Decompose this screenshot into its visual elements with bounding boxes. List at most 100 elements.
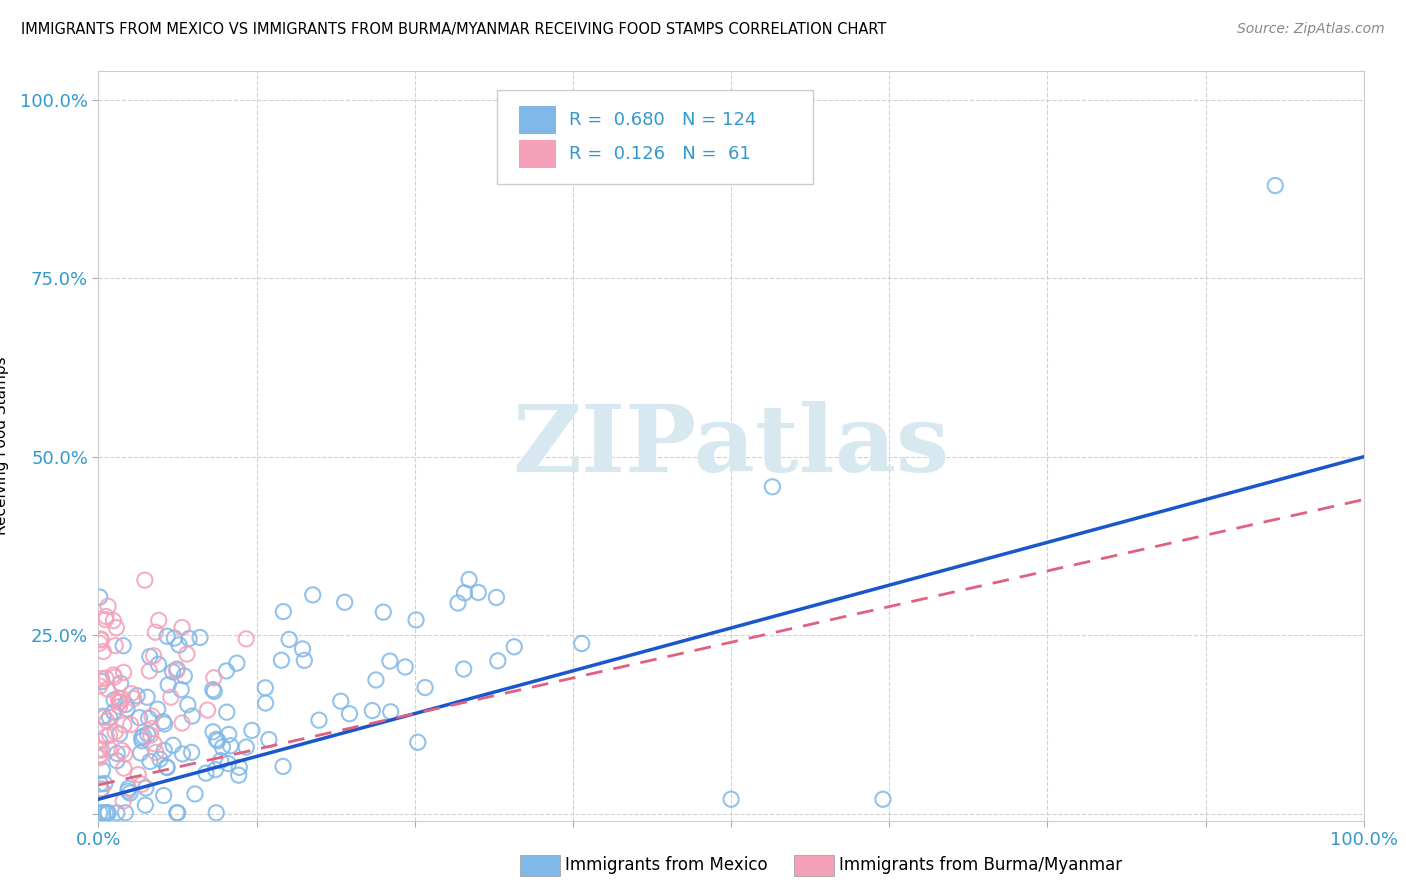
Point: [103, 693, 125, 707]
Point: [138, 664, 160, 678]
Point: [112, 665, 135, 680]
Point: [90, 743, 112, 757]
Point: [720, 792, 742, 806]
Point: [98, 742, 121, 756]
Point: [180, 745, 202, 759]
Point: [112, 639, 135, 653]
Point: [105, 754, 128, 768]
Point: [103, 670, 125, 684]
Point: [228, 760, 250, 774]
Point: [240, 723, 263, 738]
Point: [103, 668, 125, 682]
Point: [122, 691, 145, 706]
Point: [163, 631, 186, 645]
Point: [90, 632, 112, 646]
Point: [145, 625, 167, 640]
Point: [170, 682, 193, 697]
Point: [141, 722, 163, 736]
Point: [485, 591, 508, 605]
Point: [1264, 178, 1286, 193]
Point: [503, 640, 526, 654]
Point: [177, 698, 200, 712]
Text: IMMIGRANTS FROM MEXICO VS IMMIGRANTS FROM BURMA/MYANMAR RECEIVING FOOD STAMPS CO: IMMIGRANTS FROM MEXICO VS IMMIGRANTS FRO…: [21, 22, 886, 37]
Point: [271, 759, 294, 773]
Point: [138, 711, 160, 725]
Point: [155, 760, 177, 774]
Point: [219, 739, 242, 753]
Point: [94, 805, 117, 820]
Point: [120, 717, 142, 731]
Point: [120, 687, 142, 701]
Point: [329, 694, 352, 708]
Point: [406, 735, 429, 749]
Point: [166, 662, 188, 676]
Point: [188, 631, 211, 645]
Point: [105, 805, 128, 820]
Point: [104, 725, 127, 739]
Point: [413, 681, 436, 695]
Point: [176, 647, 198, 661]
Point: [145, 745, 167, 759]
Point: [128, 711, 150, 725]
Point: [105, 747, 128, 761]
Point: [254, 696, 277, 710]
Point: [93, 710, 115, 724]
Point: [215, 705, 238, 719]
Point: [108, 695, 131, 709]
Point: [148, 614, 170, 628]
Point: [153, 717, 176, 731]
Point: [139, 728, 162, 742]
Point: [301, 588, 323, 602]
Bar: [519, 139, 557, 168]
Point: [202, 671, 225, 685]
Point: [152, 714, 174, 729]
Point: [194, 766, 217, 780]
Text: Immigrants from Mexico: Immigrants from Mexico: [565, 856, 768, 874]
Point: [378, 654, 401, 668]
Point: [135, 780, 157, 795]
Point: [91, 644, 114, 658]
Point: [117, 781, 139, 796]
Point: [405, 613, 427, 627]
Point: [273, 605, 295, 619]
Point: [201, 682, 224, 697]
Point: [90, 782, 112, 797]
Point: [571, 636, 593, 650]
Point: [96, 714, 118, 728]
Point: [148, 657, 170, 672]
Point: [197, 703, 219, 717]
Point: [167, 638, 190, 652]
Point: [453, 662, 475, 676]
Point: [207, 733, 229, 747]
Point: [115, 702, 138, 716]
Point: [89, 636, 111, 650]
Point: [104, 639, 127, 653]
Point: [157, 678, 180, 692]
Point: [89, 750, 111, 764]
Point: [254, 681, 277, 695]
Point: [103, 614, 125, 628]
Point: [112, 761, 135, 775]
Point: [136, 727, 159, 741]
Point: [235, 740, 257, 755]
Point: [142, 648, 165, 663]
Point: [131, 731, 153, 745]
Point: [202, 724, 225, 739]
Point: [89, 777, 111, 791]
Text: R =  0.126   N =  61: R = 0.126 N = 61: [569, 145, 751, 162]
Point: [184, 787, 207, 801]
Point: [308, 713, 330, 727]
Point: [205, 805, 228, 820]
Point: [235, 632, 257, 646]
Point: [131, 777, 153, 791]
Point: [105, 621, 128, 635]
Point: [91, 709, 114, 723]
Point: [97, 599, 120, 614]
Point: [114, 747, 136, 761]
Point: [141, 709, 163, 723]
Point: [114, 805, 136, 820]
Point: [761, 480, 783, 494]
Point: [110, 676, 132, 690]
Point: [166, 664, 188, 678]
Point: [108, 727, 131, 741]
